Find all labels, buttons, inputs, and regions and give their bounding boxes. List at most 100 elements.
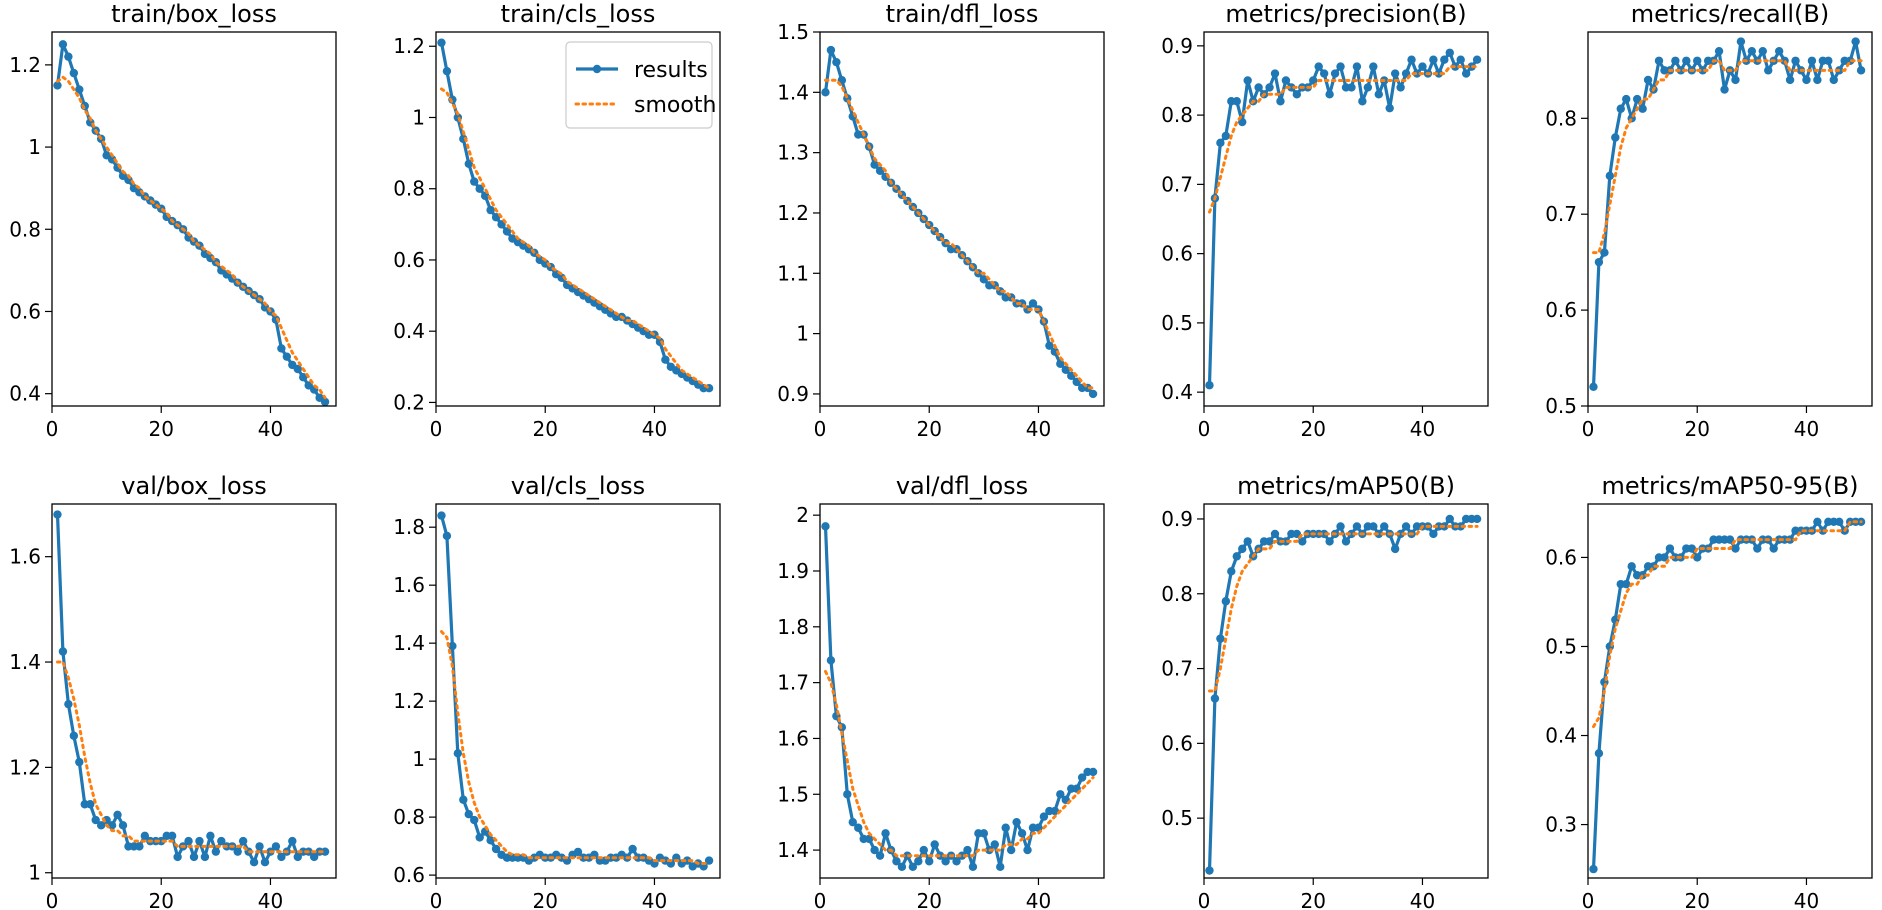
results-point — [437, 38, 446, 47]
results-point — [459, 795, 468, 804]
results-point — [914, 857, 923, 866]
legend: results smooth — [565, 41, 716, 129]
results-point — [1265, 83, 1274, 92]
results-point — [968, 862, 978, 872]
results-point — [1216, 138, 1225, 148]
smooth-line — [824, 670, 1095, 858]
results-point — [53, 81, 62, 90]
chart-metrics-map50-95-b: metrics/mAP50-95(B) 0 20 40 0.3 0.4 0.5 0.6 — [1545, 472, 1873, 910]
y-tick-label: 1.2 — [9, 755, 41, 779]
results-point — [1319, 529, 1329, 539]
results-point — [1856, 66, 1866, 75]
results-point — [1429, 529, 1438, 539]
results-point — [1660, 553, 1669, 562]
x-tick-label: 20 — [1685, 889, 1710, 910]
results-point — [1281, 76, 1291, 85]
results-point — [1336, 522, 1345, 531]
chart-metrics-precision-b: metrics/precision(B) 0 20 40 0.4 0.5 0.6 0.7 0.8… — [1161, 0, 1489, 441]
results-point — [1611, 133, 1620, 142]
x-tick-label: 40 — [258, 417, 283, 441]
legend-box — [565, 41, 713, 129]
chart-val-box-loss: val/box_loss 0 20 40 1 1.2 1.4 1.6 — [9, 472, 337, 910]
results-point — [1270, 69, 1280, 78]
results-point — [271, 842, 281, 851]
results-point — [1309, 76, 1318, 85]
y-tick-label: 0.5 — [1161, 311, 1193, 335]
chart-title: metrics/recall(B) — [1631, 0, 1829, 28]
results-point — [1265, 537, 1274, 546]
y-tick-label: 0.6 — [9, 299, 41, 323]
results-point — [217, 836, 226, 846]
y-tick-label: 1.3 — [777, 141, 809, 165]
axes-frame — [819, 31, 1105, 407]
results-point — [1050, 806, 1060, 816]
y-tick-label: 0.8 — [393, 177, 425, 201]
results-point — [1352, 522, 1362, 531]
results-point — [996, 862, 1005, 872]
results-point — [486, 836, 495, 845]
y-tick-label: 1.4 — [777, 838, 809, 862]
results-point — [1238, 544, 1247, 554]
results-point — [1325, 90, 1334, 99]
results-point — [957, 851, 967, 860]
results-point — [990, 840, 999, 849]
smooth-line — [56, 75, 327, 400]
results-point — [107, 821, 117, 830]
y-tick-label: 1.6 — [393, 573, 425, 597]
y-tick-label: 1.2 — [777, 201, 809, 225]
results-point — [1017, 829, 1027, 838]
results-point — [628, 844, 637, 854]
results-point — [470, 177, 479, 186]
results-point — [118, 821, 128, 830]
chart-title: val/box_loss — [121, 472, 266, 500]
results-point — [979, 829, 989, 838]
results-point — [249, 857, 259, 867]
results-point — [1638, 104, 1647, 113]
results-point — [53, 510, 62, 519]
results-point — [1232, 552, 1241, 561]
results-point — [1276, 97, 1285, 106]
results-point — [1813, 517, 1822, 527]
results-point — [1802, 75, 1811, 85]
plot-area — [53, 510, 330, 867]
y-tick-label: 1 — [796, 322, 809, 346]
results-point — [277, 344, 286, 353]
results-point — [1232, 97, 1241, 106]
x-tick-label: 40 — [1410, 889, 1435, 910]
results-point — [1594, 749, 1604, 758]
results-point — [1243, 537, 1252, 546]
results-point — [64, 52, 73, 61]
results-point — [1341, 537, 1351, 546]
results-point — [1330, 69, 1340, 78]
legend-results-marker — [592, 64, 602, 74]
results-point — [293, 364, 302, 374]
results-point — [1654, 56, 1664, 65]
x-tick-label: 0 — [1198, 417, 1211, 441]
results-point — [683, 856, 692, 865]
results-point — [1385, 103, 1394, 113]
results-point — [1319, 69, 1329, 78]
results-point — [184, 836, 193, 846]
y-tick-label: 2 — [796, 503, 809, 527]
results-point — [1325, 537, 1334, 546]
x-tick-label: 40 — [1794, 417, 1819, 441]
results-point — [704, 856, 714, 865]
y-tick-label: 0.6 — [393, 863, 425, 887]
results-point — [320, 847, 330, 856]
results-point — [1807, 56, 1817, 65]
results-point — [475, 833, 484, 842]
results-point — [1396, 529, 1405, 539]
results-point — [930, 840, 939, 849]
axes-frame — [435, 31, 721, 407]
y-tick-label: 0.8 — [1545, 106, 1577, 130]
y-tick-label: 1 — [28, 861, 41, 885]
x-tick-label: 40 — [1026, 889, 1051, 910]
results-line — [439, 515, 711, 869]
smooth-line — [1208, 524, 1479, 693]
results-point — [1622, 94, 1631, 104]
x-tick-label: 0 — [46, 417, 59, 441]
plot-area — [437, 38, 714, 393]
y-tick-label: 1 — [28, 135, 41, 159]
results-point — [1429, 55, 1438, 64]
results-point — [1221, 597, 1231, 606]
